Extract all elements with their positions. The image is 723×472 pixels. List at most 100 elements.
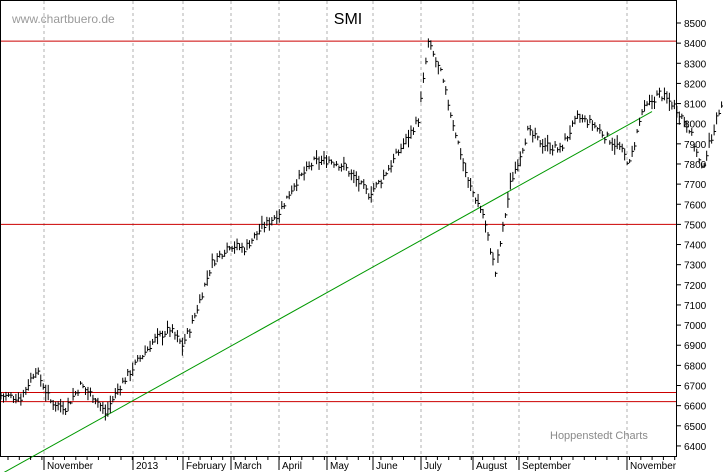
ohlc-bar xyxy=(701,163,704,169)
ohlc-bar xyxy=(239,243,242,251)
ohlc-bar xyxy=(507,192,510,208)
ohlc-bar xyxy=(688,129,692,134)
x-tick-label: August xyxy=(476,461,507,472)
ohlc-bar xyxy=(646,101,650,107)
ohlc-bar xyxy=(574,115,577,125)
ohlc-bar xyxy=(144,345,148,356)
y-tick-label: 7800 xyxy=(684,160,707,171)
ohlc-bar xyxy=(579,113,582,123)
ohlc-bar xyxy=(159,330,163,337)
ohlc-bar xyxy=(360,180,364,185)
ohlc-bar xyxy=(67,397,71,412)
ohlc-bar xyxy=(696,148,699,157)
ohlc-bar xyxy=(149,340,153,352)
ohlc-bar xyxy=(52,400,56,411)
ohlc-bar xyxy=(430,40,433,50)
ohlc-bar xyxy=(604,137,607,144)
ohlc-bar xyxy=(477,193,481,208)
ohlc-bar xyxy=(189,328,192,338)
ohlc-bar xyxy=(296,179,299,192)
ohlc-bar xyxy=(706,150,709,161)
ohlc-bar xyxy=(467,177,471,188)
ohlc-bar xyxy=(375,181,379,188)
ohlc-bar xyxy=(229,245,232,251)
ohlc-bar xyxy=(601,131,605,138)
ohlc-bar xyxy=(415,116,418,125)
ohlc-bar xyxy=(152,338,155,345)
ohlc-bar xyxy=(154,333,158,343)
ohlc-bar xyxy=(383,169,386,180)
ohlc-bar xyxy=(663,87,667,101)
ohlc-bar xyxy=(489,248,493,255)
ohlc-bar xyxy=(122,377,125,384)
ohlc-bar xyxy=(365,184,369,195)
ohlc-bar xyxy=(427,38,431,48)
ohlc-bar xyxy=(437,61,441,75)
ohlc-bar xyxy=(676,105,679,118)
ohlc-bar xyxy=(134,359,138,366)
ohlc-bar xyxy=(641,109,645,116)
ohlc-bar xyxy=(241,242,245,253)
ohlc-bar xyxy=(716,112,719,125)
ohlc-bar xyxy=(263,221,267,233)
ohlc-bar xyxy=(385,171,389,176)
ohlc-bar xyxy=(398,149,401,156)
ohlc-bar xyxy=(639,117,642,126)
y-tick-label: 7700 xyxy=(684,180,707,191)
ohlc-bar xyxy=(109,395,113,413)
ohlc-bar xyxy=(611,137,615,151)
ohlc-bar xyxy=(624,148,627,161)
ohlc-bar xyxy=(311,162,314,171)
ohlc-bar xyxy=(619,141,622,150)
ohlc-bar xyxy=(562,144,565,152)
ohlc-bar xyxy=(234,241,237,254)
ohlc-bar xyxy=(288,191,292,200)
ohlc-bar xyxy=(708,132,712,148)
ohlc-bar xyxy=(62,401,66,415)
ohlc-bar xyxy=(127,368,130,377)
ohlc-bar xyxy=(343,156,346,171)
ohlc-bar xyxy=(35,368,38,378)
ohlc-bar xyxy=(691,128,694,136)
ohlc-bar xyxy=(306,161,309,172)
ohlc-bar xyxy=(219,250,222,258)
gridlines xyxy=(43,1,628,456)
ohlc-bar xyxy=(512,171,515,182)
ohlc-bar xyxy=(124,377,128,385)
ohlc-bar xyxy=(649,94,652,106)
ohlc-bar xyxy=(258,223,262,235)
x-tick-label: November xyxy=(47,461,94,472)
ohlc-bar xyxy=(75,390,78,396)
x-axis: November 2013 February March April May June Jul… xyxy=(7,456,677,472)
ohlc-bar xyxy=(221,253,225,260)
ohlc-bar xyxy=(92,394,95,404)
chart-title: SMI xyxy=(334,11,362,28)
ohlc-bar xyxy=(45,384,48,402)
ohlc-bar xyxy=(281,201,284,210)
ohlc-bar xyxy=(231,245,235,252)
ohlc-bar xyxy=(164,330,167,338)
ohlc-bar xyxy=(251,238,254,244)
ohlc-bar xyxy=(651,94,654,110)
credit-label: Hoppenstedt Charts xyxy=(550,430,648,442)
y-tick-label: 6800 xyxy=(684,361,707,372)
ohlc-bar xyxy=(12,395,16,403)
ohlc-bar xyxy=(353,169,356,184)
ohlc-bar xyxy=(345,163,349,171)
ohlc-bar xyxy=(487,232,491,241)
ohlc-bar xyxy=(547,134,550,152)
ohlc-bar xyxy=(326,155,329,168)
ohlc-bar xyxy=(465,162,468,178)
ohlc-bar xyxy=(273,215,277,220)
ohlc-bar xyxy=(335,161,339,167)
ohlc-bar xyxy=(539,140,543,148)
ohlc-bar xyxy=(686,120,689,133)
ohlc-bar xyxy=(447,99,451,111)
ohlc-bar xyxy=(502,221,505,232)
ohlc-bar xyxy=(84,387,88,395)
ohlc-bar xyxy=(599,123,602,134)
ohlc-bar xyxy=(584,115,587,123)
ohlc-bar xyxy=(417,118,421,127)
ohlc-bar xyxy=(142,354,145,360)
ohlc-bar xyxy=(94,397,98,405)
